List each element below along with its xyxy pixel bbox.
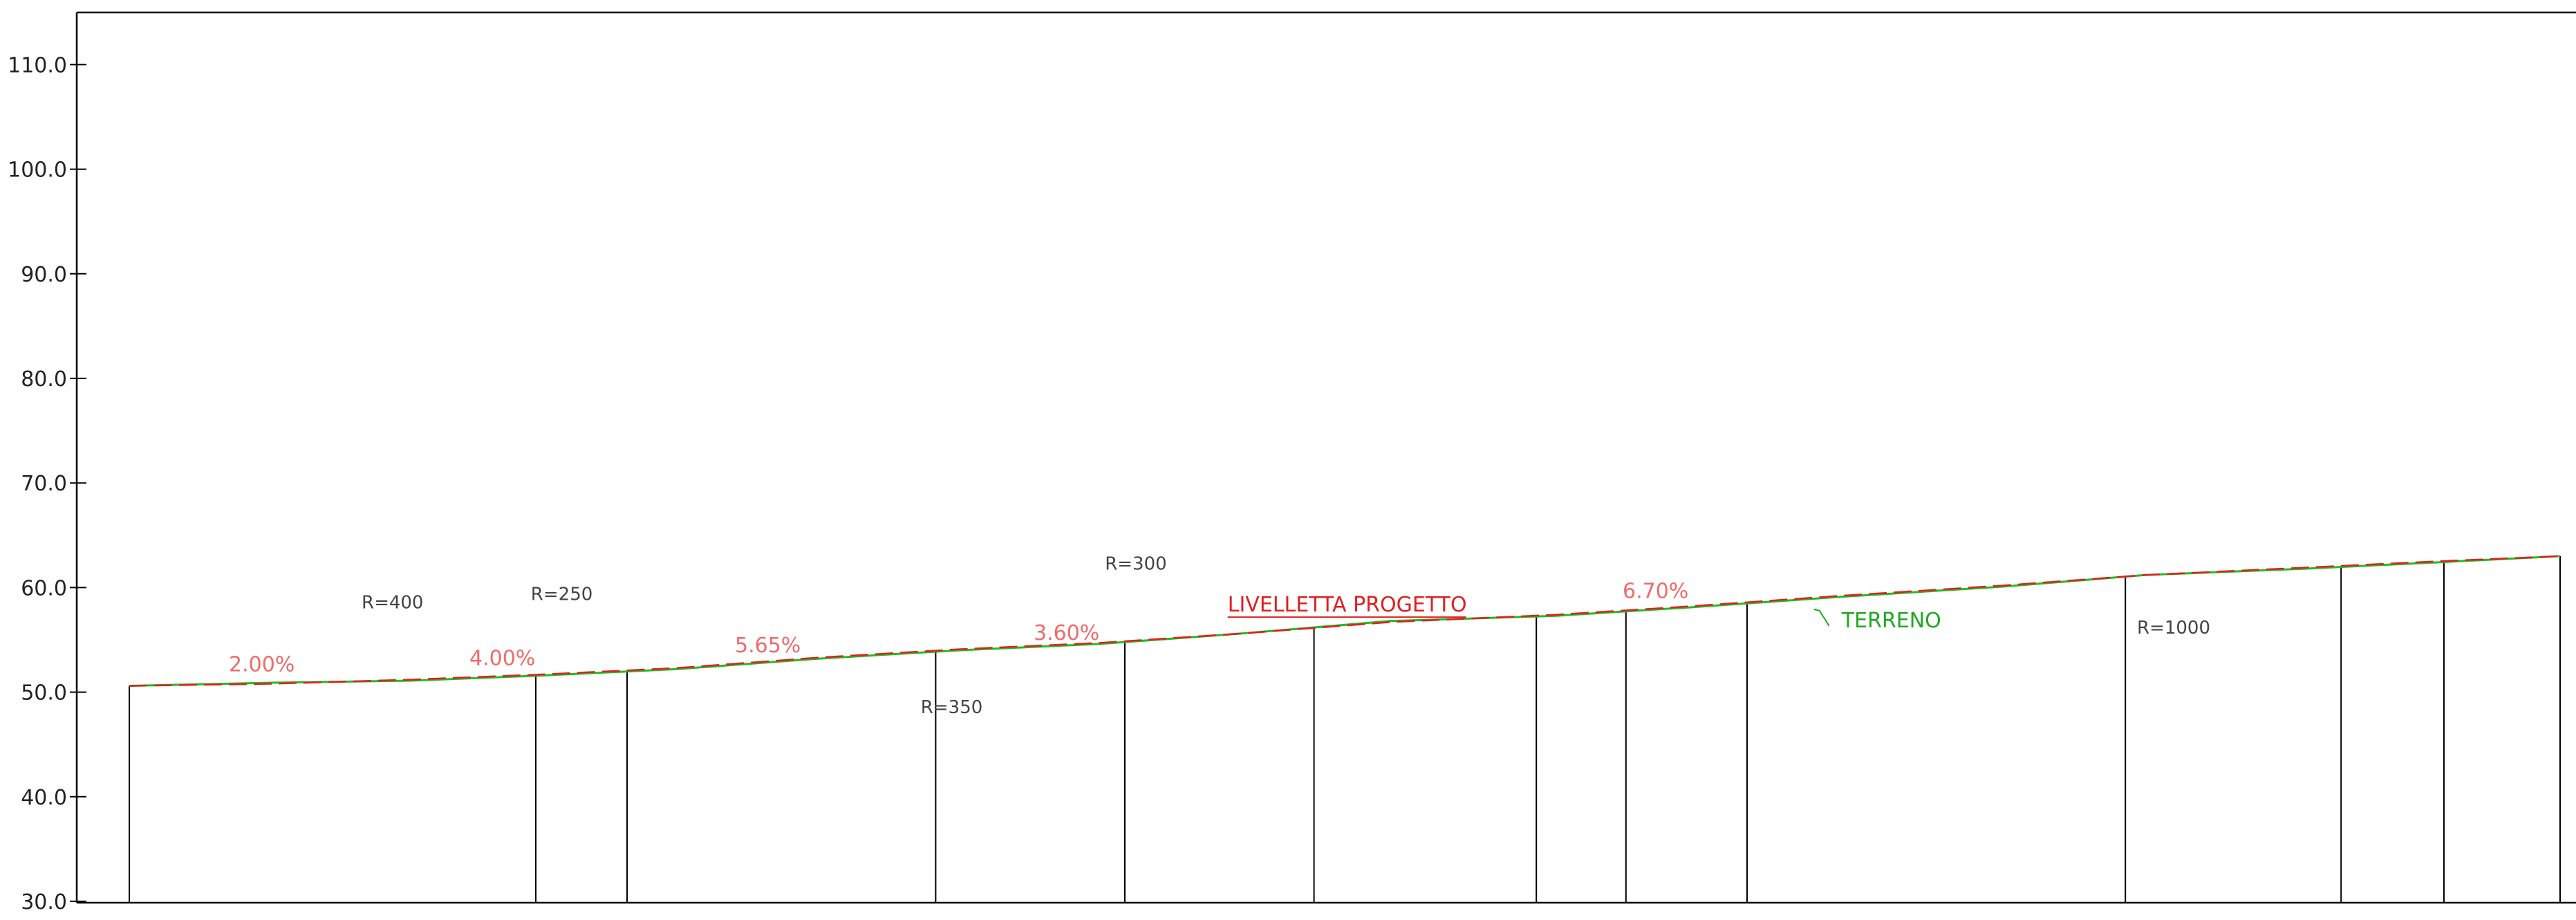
slope-label: 3.60% [1034,621,1099,645]
plot-frame-group [75,11,2576,904]
station-lines [129,556,2561,903]
y-tick-label: 30.0 [21,890,67,914]
y-tick-label: 80.0 [21,367,67,392]
radius-labels: R=400 R=250 R=350 R=300 R=1000 [362,554,2210,718]
y-tick-label: 70.0 [21,472,67,496]
slope-label: 2.00% [229,652,295,677]
vertical-curve-radius-label: R=300 [1105,554,1166,575]
y-tick-label: 50.0 [21,681,67,706]
design-profile-label: LIVELLETTA PROGETTO [1228,593,1467,617]
vertical-curve-radius-label: R=250 [531,585,592,605]
y-tick-label: 40.0 [21,786,67,810]
y-tick-label: 60.0 [21,576,67,600]
ground-profile-label: TERRENO [1841,609,1941,633]
y-tick-label: 110.0 [8,53,67,77]
vertical-curve-radius-label: R=400 [362,593,423,614]
slope-label: 6.70% [1623,580,1688,604]
y-axis-ticks: 110.0 100.0 90.0 80.0 70.0 60.0 50.0 40.0 30.0 [8,53,86,914]
profile-series [129,555,2561,687]
slope-label: 4.00% [469,646,535,670]
design-profile-line [129,555,2561,687]
y-tick-label: 100.0 [8,158,67,183]
slope-label: 5.65% [735,634,801,658]
slope-labels: 2.00% 4.00% 5.65% 3.60% 6.70% [229,580,1688,677]
vertical-curve-radius-label: R=350 [921,697,982,718]
leader-line-arrow-icon [1813,608,1830,627]
profile-annotations: LIVELLETTA PROGETTO TERRENO [1227,593,1941,633]
vertical-curve-radius-label: R=1000 [2137,618,2210,638]
y-tick-label: 90.0 [21,263,67,287]
